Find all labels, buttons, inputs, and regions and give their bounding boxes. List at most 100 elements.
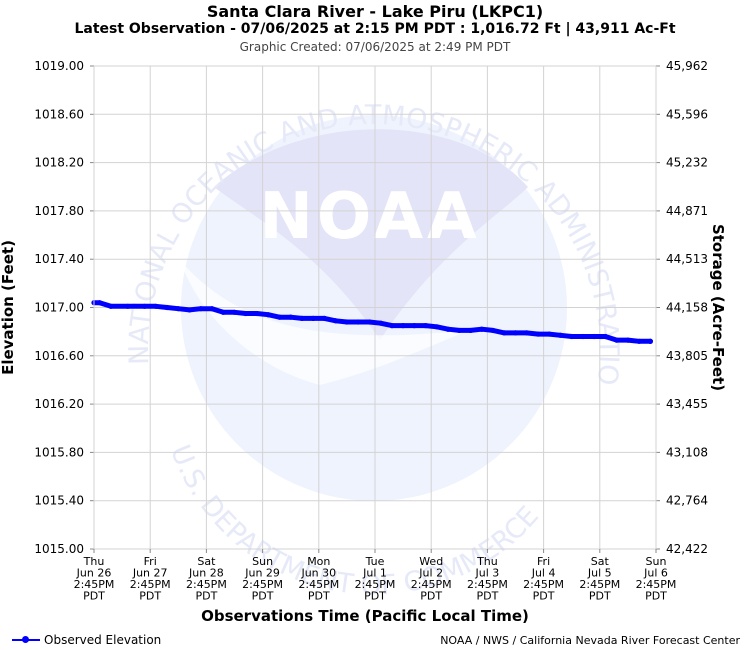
x-tick-label: 2:45PM: [186, 578, 227, 591]
data-point: [602, 333, 609, 340]
data-point: [535, 331, 541, 337]
data-point: [108, 303, 114, 309]
y2-tick-label: 44,158: [666, 301, 708, 315]
x-tick-label: 2:45PM: [411, 578, 452, 591]
data-point: [422, 323, 429, 329]
x-axis-label: Observations Time (Pacific Local Time): [201, 607, 529, 625]
x-tick-label: PDT: [252, 590, 274, 603]
data-point: [647, 338, 653, 344]
y2-tick-label: 43,455: [666, 397, 708, 411]
legend: Observed Elevation: [12, 633, 161, 647]
credit: NOAA / NWS / California Nevada River For…: [440, 634, 740, 647]
data-point: [411, 323, 417, 329]
x-tick-label: Thu: [476, 555, 498, 568]
x-tick-label: Jul 1: [362, 567, 387, 580]
data-point: [591, 333, 597, 340]
data-point: [569, 333, 575, 340]
data-point: [580, 333, 586, 340]
chart-title: Santa Clara River - Lake Piru (LKPC1): [206, 2, 544, 21]
data-point: [209, 306, 215, 312]
x-tick-label: Jul 3: [475, 567, 500, 580]
legend-label: Observed Elevation: [44, 633, 162, 647]
y2-axis-label: Storage (Acre-Feet): [709, 224, 727, 391]
x-tick-label: Jul 2: [418, 567, 443, 580]
x-tick-label: PDT: [533, 590, 555, 603]
data-point: [636, 338, 642, 344]
data-point: [153, 303, 159, 309]
x-tick-label: Jul 4: [531, 567, 556, 580]
data-point: [164, 304, 170, 311]
x-tick-label: Sat: [197, 555, 216, 568]
y-tick-label: 1017.00: [34, 301, 84, 315]
x-tick-label: Sun: [646, 555, 667, 568]
data-point: [254, 310, 260, 317]
data-point: [125, 303, 131, 309]
data-point: [479, 326, 485, 332]
x-tick-label: 2:45PM: [636, 578, 677, 591]
axes: 1015.00 1015.40 1015.80 1016.20 1016.60 1017.…: [0, 59, 727, 625]
legend-line-icon: [12, 634, 40, 646]
x-tick-label: PDT: [645, 590, 667, 603]
x-tick-label: Jun 29: [244, 567, 280, 580]
data-point: [467, 327, 474, 334]
x-tick-label: 2:45PM: [74, 578, 115, 591]
data-point: [220, 309, 226, 315]
x-tick-label: PDT: [589, 590, 611, 603]
y-axis-label: Elevation (Feet): [0, 240, 17, 375]
x-tick-label: Sat: [591, 555, 610, 568]
y-tick-label: 1015.40: [34, 494, 84, 508]
y-tick-label: 1017.40: [34, 252, 84, 266]
data-point: [97, 300, 103, 306]
x-tick-label: Tue: [365, 555, 385, 568]
x-tick-label: Jun 30: [300, 567, 336, 580]
x-tick-label: PDT: [83, 590, 105, 603]
x-tick-label: 2:45PM: [242, 578, 283, 591]
data-point: [501, 330, 507, 336]
data-point: [378, 320, 384, 326]
x-tick-label: Fri: [144, 555, 157, 568]
y2-tick-label: 43,805: [666, 349, 708, 363]
data-point: [557, 332, 564, 338]
data-point: [366, 319, 372, 325]
y-tick-label: 1016.20: [34, 397, 84, 411]
x-tick-label: Sun: [252, 555, 273, 568]
data-point: [389, 323, 395, 329]
data-point: [625, 337, 631, 343]
data-point: [141, 303, 148, 309]
y2-tick-label: 43,108: [666, 445, 708, 459]
x-tick-label: Wed: [419, 555, 443, 568]
y2-tick-label: 44,871: [666, 204, 708, 218]
data-point: [186, 307, 193, 313]
x-tick-label: 2:45PM: [130, 578, 171, 591]
x-tick-label: PDT: [139, 590, 161, 603]
x-tick-label: PDT: [195, 590, 217, 603]
data-point: [546, 331, 552, 337]
series-observed-elevation: [91, 300, 653, 344]
data-point: [355, 319, 361, 325]
x-tick-label: 2:45PM: [298, 578, 339, 591]
data-point: [321, 315, 328, 321]
x-tick-label: 2:45PM: [523, 578, 564, 591]
x-tick-label: 2:45PM: [355, 578, 396, 591]
y2-tick-label: 42,422: [666, 542, 708, 556]
y-tick-label: 1018.60: [34, 107, 84, 121]
y2-tick-label: 45,232: [666, 156, 708, 170]
data-point: [333, 318, 339, 324]
y2-tick-label: 42,764: [666, 494, 708, 508]
y-tick-label: 1016.60: [34, 349, 84, 363]
data-point: [344, 319, 350, 325]
x-tick-label: 2:45PM: [467, 578, 508, 591]
y2-tick-label: 45,962: [666, 59, 708, 73]
x-tick-label: 2:45PM: [579, 578, 620, 591]
data-point: [400, 323, 406, 329]
y-tick-label: 1015.00: [34, 542, 84, 556]
x-tick-label: Fri: [537, 555, 550, 568]
data-point: [512, 330, 519, 336]
watermark-wave: [180, 260, 470, 385]
y-tick-label: 1018.20: [34, 156, 84, 170]
x-tick-label: PDT: [308, 590, 330, 603]
data-point: [288, 314, 294, 320]
y2-tick-label: 45,596: [666, 107, 708, 121]
data-point: [276, 314, 283, 320]
